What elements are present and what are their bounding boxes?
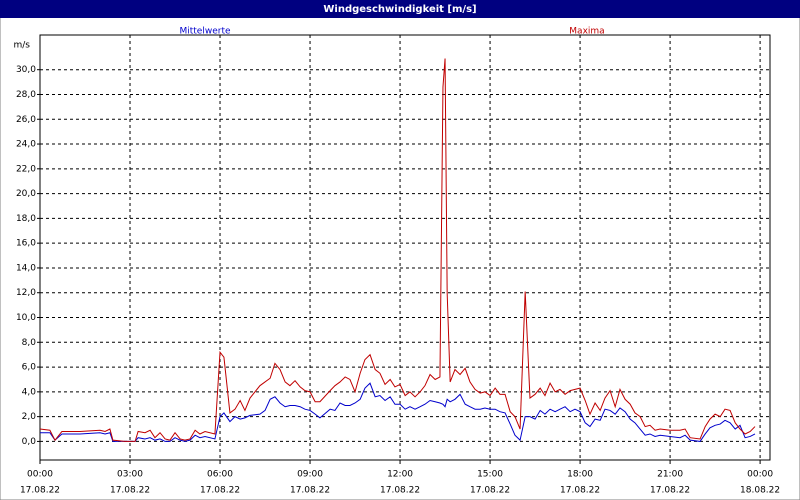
y-tick-label: 12,0 bbox=[16, 288, 36, 298]
y-tick-label: 22,0 bbox=[16, 164, 36, 174]
x-tick-label: 15:00 bbox=[477, 470, 503, 480]
data-line bbox=[39, 58, 756, 442]
x-tick-label: 06:00 bbox=[207, 470, 233, 480]
y-tick-label: 4,0 bbox=[22, 387, 37, 397]
x-tick-date: 17.08.22 bbox=[290, 486, 330, 496]
x-tick-label: 18:00 bbox=[567, 470, 593, 480]
y-tick-label: 18,0 bbox=[16, 214, 36, 224]
plot-frame bbox=[39, 34, 771, 461]
title-bar bbox=[0, 0, 800, 18]
x-tick-date: 18.08.22 bbox=[740, 486, 780, 496]
y-axis-label: m/s bbox=[14, 41, 31, 51]
x-tick-date: 17.08.22 bbox=[470, 486, 510, 496]
x-tick-label: 09:00 bbox=[297, 470, 323, 480]
y-tick-label: 8,0 bbox=[22, 338, 37, 348]
y-tick-label: 20,0 bbox=[16, 189, 36, 199]
data-line bbox=[40, 382, 756, 442]
x-tick-label: 12:00 bbox=[387, 470, 413, 480]
y-tick-label: 28,0 bbox=[16, 90, 36, 100]
x-tick-label: 00:00 bbox=[27, 470, 53, 480]
y-tick-label: 26,0 bbox=[16, 115, 36, 125]
x-tick-date: 17.08.22 bbox=[20, 486, 60, 496]
y-tick-label: 2,0 bbox=[22, 412, 37, 422]
legend-entry: Maxima bbox=[569, 27, 604, 37]
y-tick-label: 6,0 bbox=[22, 363, 37, 373]
x-tick-label: 00:00 bbox=[747, 470, 773, 480]
y-tick-label: 0,0 bbox=[22, 437, 37, 447]
x-tick-date: 17.08.22 bbox=[200, 486, 240, 496]
x-tick-date: 17.08.22 bbox=[650, 486, 690, 496]
x-tick-label: 21:00 bbox=[657, 470, 683, 480]
y-tick-label: 16,0 bbox=[16, 239, 36, 249]
x-tick-date: 17.08.22 bbox=[560, 486, 600, 496]
y-tick-label: 30,0 bbox=[16, 65, 36, 75]
x-tick-date: 17.08.22 bbox=[380, 486, 420, 496]
x-tick-label: 03:00 bbox=[117, 470, 143, 480]
y-tick-label: 14,0 bbox=[16, 263, 36, 273]
chart-title: Windgeschwindigkeit [m/s] bbox=[323, 4, 476, 15]
x-tick-date: 17.08.22 bbox=[110, 486, 150, 496]
y-tick-label: 24,0 bbox=[16, 140, 36, 150]
legend-entry: Mittelwerte bbox=[179, 27, 230, 37]
y-tick-label: 10,0 bbox=[16, 313, 36, 323]
